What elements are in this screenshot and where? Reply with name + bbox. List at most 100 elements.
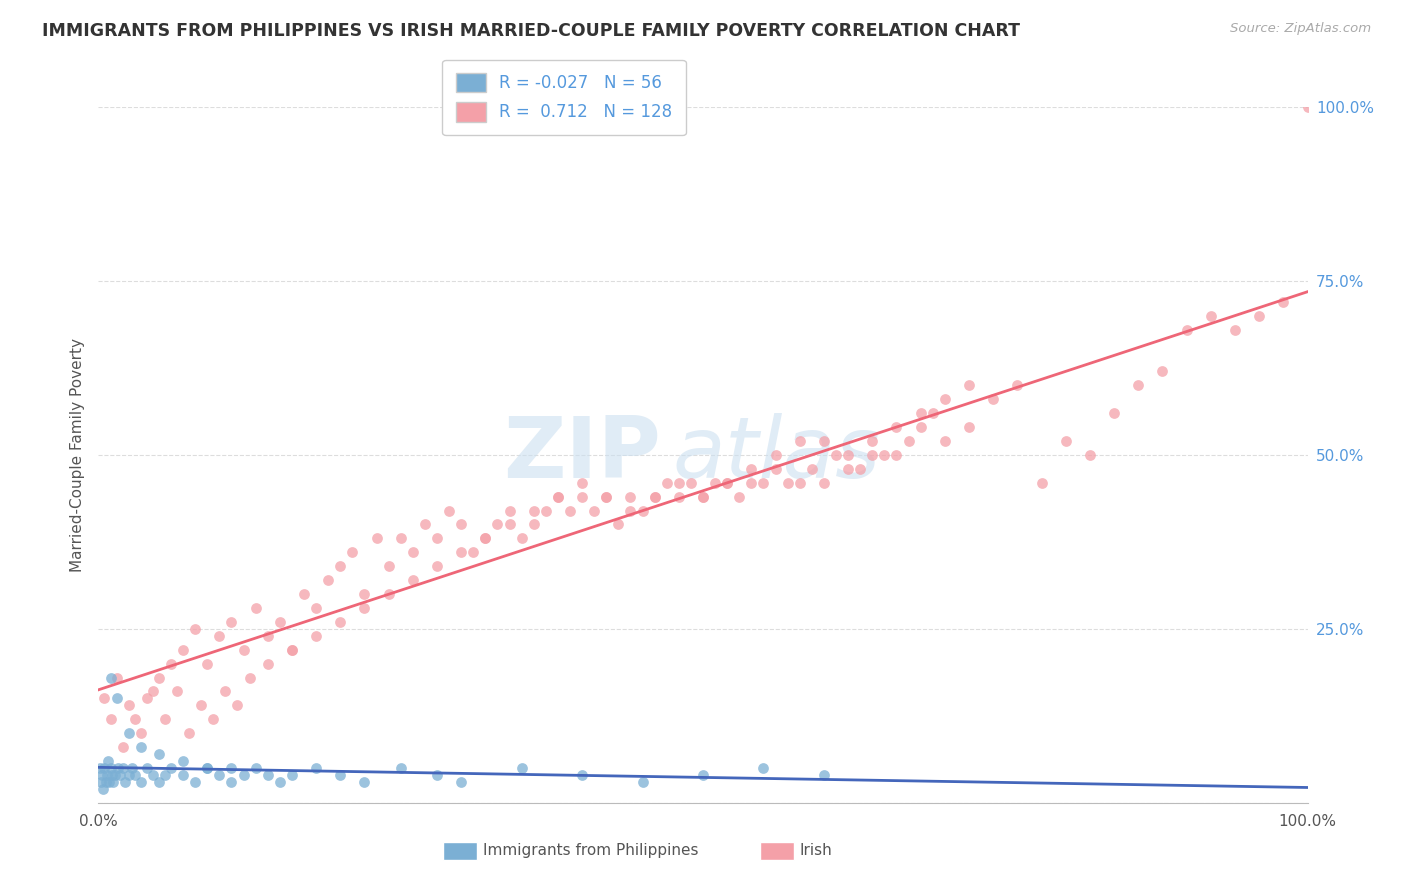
Point [800,462,823,476]
Point [486,517,509,532]
Point [316,573,339,587]
Point [208,629,231,643]
Point [1102,406,1125,420]
Point [474,532,496,546]
Point [281,768,304,782]
Point [595,490,617,504]
Point [153,712,176,726]
FancyBboxPatch shape [759,842,794,860]
Point [498,503,520,517]
Point [221,761,243,775]
Point [619,503,641,517]
Point [1272,294,1295,309]
FancyBboxPatch shape [443,842,477,860]
Point [111,740,134,755]
Point [148,775,170,789]
Point [142,684,165,698]
Point [897,434,920,448]
Point [571,768,593,782]
Y-axis label: Married-Couple Family Poverty: Married-Couple Family Poverty [69,338,84,572]
Point [450,517,472,532]
Point [1031,475,1053,490]
Point [765,448,787,462]
Point [716,475,738,490]
Text: atlas: atlas [672,413,880,497]
Text: IMMIGRANTS FROM PHILIPPINES VS IRISH MARRIED-COUPLE FAMILY POVERTY CORRELATION C: IMMIGRANTS FROM PHILIPPINES VS IRISH MAR… [42,22,1021,40]
Point [583,503,606,517]
Point [118,698,141,713]
Point [426,768,449,782]
Point [860,434,883,448]
Point [1007,378,1029,392]
Point [91,768,114,782]
Point [474,532,496,546]
Point [825,448,848,462]
Point [98,775,121,789]
Point [305,601,328,615]
Point [342,545,364,559]
Point [353,601,375,615]
Point [402,545,425,559]
Point [105,671,128,685]
Text: Immigrants from Philippines: Immigrants from Philippines [482,843,699,858]
Point [752,761,775,775]
Point [305,761,328,775]
Point [129,775,152,789]
Point [934,434,956,448]
Point [957,420,980,434]
Point [789,434,811,448]
Point [94,775,117,789]
Point [256,768,278,782]
Point [668,490,690,504]
Point [957,378,980,392]
Point [1249,309,1271,323]
Point [1296,100,1319,114]
Point [148,671,170,685]
Point [644,490,666,504]
Point [910,406,932,420]
Point [837,448,859,462]
Point [377,587,399,601]
Point [124,768,146,782]
Text: Source: ZipAtlas.com: Source: ZipAtlas.com [1230,22,1371,36]
Point [353,775,375,789]
Point [114,775,136,789]
Text: Irish: Irish [800,843,832,858]
Point [921,406,943,420]
Point [100,671,122,685]
Point [813,768,835,782]
Point [93,761,115,775]
Text: ZIP: ZIP [503,413,661,497]
Point [934,392,956,407]
Point [160,761,183,775]
Point [450,775,472,789]
Point [269,775,291,789]
Point [1223,323,1246,337]
Point [184,775,207,789]
Point [1175,323,1198,337]
Point [97,754,120,768]
Point [118,726,141,740]
Point [595,490,617,504]
Point [101,775,124,789]
Point [239,671,262,685]
Point [886,420,908,434]
Point [195,761,218,775]
Point [463,545,485,559]
Point [221,775,243,789]
Point [704,475,727,490]
Point [195,657,218,671]
Point [426,532,449,546]
Point [402,573,425,587]
Point [269,615,291,629]
Point [668,475,690,490]
Point [860,448,883,462]
Point [153,768,176,782]
Point [91,781,114,796]
Point [118,768,141,782]
Point [172,768,194,782]
Point [281,642,304,657]
Point [523,517,546,532]
Point [728,490,751,504]
Point [450,545,472,559]
